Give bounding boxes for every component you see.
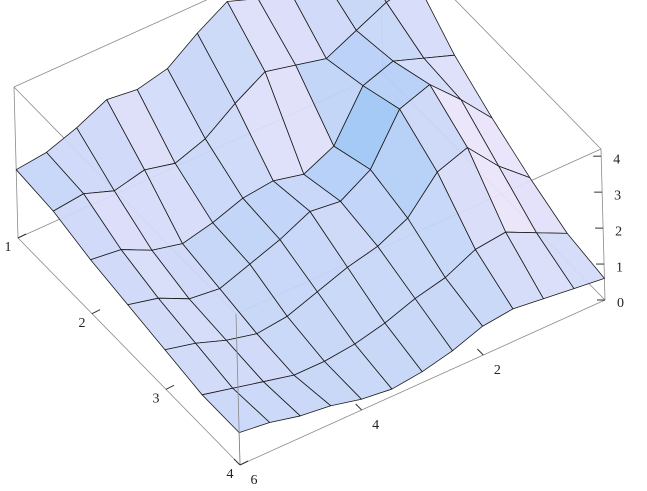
y-tick (355, 403, 363, 411)
box-edge (17, 237, 241, 466)
y-tick-label: 4 (372, 418, 379, 433)
box-edge (600, 148, 606, 301)
x-tick-label: 1 (5, 240, 12, 255)
x-tick-label: 2 (79, 316, 86, 331)
y-tick (476, 348, 484, 356)
z-tick-label: 4 (613, 152, 620, 167)
x-tick-label: 4 (227, 467, 234, 482)
z-tick-label: 1 (616, 260, 623, 275)
x-tick (239, 460, 249, 466)
x-tick-label: 3 (153, 392, 160, 407)
box-edge (454, 0, 602, 150)
z-tick-label: 3 (614, 188, 621, 203)
z-tick-label: 0 (617, 296, 624, 311)
z-tick-label: 2 (615, 224, 622, 239)
box-edge (13, 0, 208, 88)
box-edge (239, 299, 606, 466)
x-tick (91, 309, 101, 315)
x-tick (165, 384, 175, 390)
y-tick-label: 2 (494, 363, 501, 378)
x-tick (17, 233, 27, 239)
y-tick-label: 6 (251, 473, 258, 488)
box-edge (235, 313, 241, 466)
box-edge (13, 86, 19, 239)
y-tick (233, 458, 241, 466)
